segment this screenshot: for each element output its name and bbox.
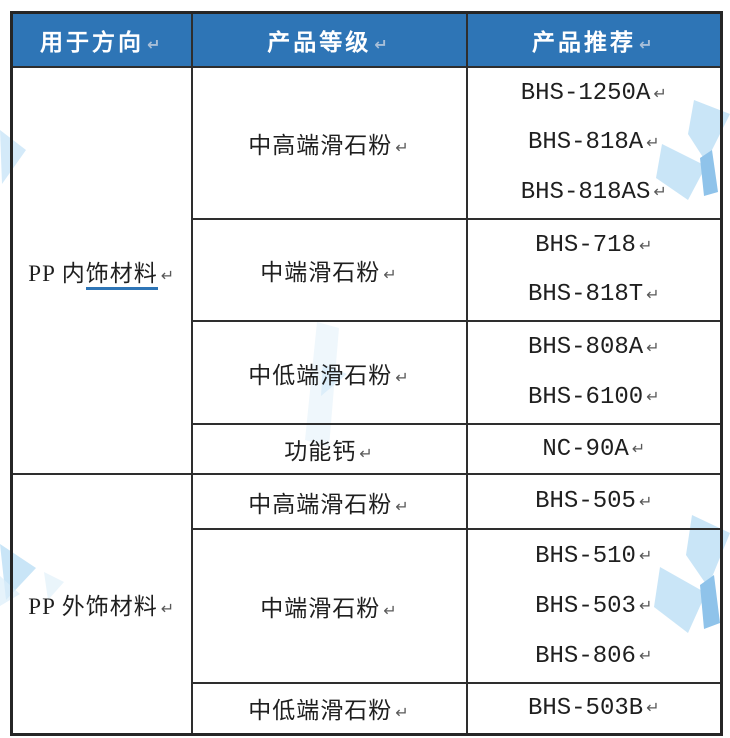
direction-cell-pp-interior: PP 内饰材料 ↵ [10,66,193,475]
product-code: BHS-6100 [527,383,644,411]
return-mark-icon: ↵ [383,265,398,284]
grade-cell: 功能钙 ↵ [190,423,468,475]
grade-label: 中低端滑石粉 [248,362,393,388]
products-cell: BHS-808A ↵ BHS-6100 ↵ [465,320,723,425]
product-line: BHS-6100 ↵ [528,384,660,411]
grade-label: 中端滑石粉 [260,596,381,621]
product-line: BHS-1250A ↵ [521,80,667,107]
return-mark-icon: ↵ [653,182,667,202]
product-line: BHS-818AS ↵ [521,179,667,206]
header-cell-direction: 用于方向 ↵ [10,11,193,68]
return-mark-icon: ↵ [646,132,660,152]
return-mark-icon: ↵ [646,284,660,304]
return-mark-icon: ↵ [653,83,667,103]
product-code: BHS-505 [535,488,636,515]
return-mark-icon: ↵ [646,698,660,718]
product-line: BHS-818T ↵ [528,281,660,308]
grade-label: 中低端滑石粉 [248,698,393,724]
return-mark-icon: ↵ [638,646,653,665]
return-mark-icon: ↵ [638,235,653,255]
return-mark-icon: ↵ [639,35,656,54]
grade-label: 中高端滑石粉 [248,491,393,517]
grade-label: 中端滑石粉 [260,260,381,285]
return-mark-icon: ↵ [646,387,660,407]
product-code: BHS-510 [535,542,636,570]
direction-label: PP 外饰材料 [28,593,158,619]
product-line: BHS-818A ↵ [528,129,660,156]
return-mark-icon: ↵ [383,601,398,620]
return-mark-icon: ↵ [638,596,653,615]
table-row: 中端滑石粉 ↵ BHS-718 ↵ BHS-818T ↵ [12,218,723,322]
return-mark-icon: ↵ [359,444,374,463]
return-mark-icon: ↵ [638,491,653,511]
product-code: BHS-503B [527,694,644,722]
direction-cell-pp-exterior: PP 外饰材料 ↵ [10,473,193,735]
grade-cell: 中低端滑石粉 ↵ [190,320,468,425]
products-cell: BHS-510 ↵ BHS-503 ↵ BHS-806 ↵ [465,528,723,684]
table-row: PP 内饰材料 ↵ 中高端滑石粉 ↵ BHS-1250A ↵ BHS-818A ↵ BH… [10,66,723,475]
header-row: 用于方向 ↵ 产品等级 ↵ 产品推荐 ↵ [10,11,723,68]
return-mark-icon: ↵ [160,265,176,285]
return-mark-icon: ↵ [395,138,410,157]
product-code: BHS-818A [527,129,644,157]
return-mark-icon: ↵ [395,367,410,387]
grade-cell: 中低端滑石粉 ↵ [190,682,468,735]
return-mark-icon: ↵ [395,496,410,516]
direction-label: PP 内 [28,260,86,286]
product-line: BHS-808A ↵ [528,334,660,361]
grade-cell: 中高端滑石粉 ↵ [190,66,468,220]
header-label: 产品等级 [267,30,372,55]
product-line: BHS-503 ↵ [535,593,652,620]
products-cell: BHS-503B ↵ [465,682,723,735]
header-label: 用于方向 [40,30,145,55]
table-row: 功能钙 ↵ NC-90A ↵ [12,423,723,475]
return-mark-icon: ↵ [147,35,164,54]
grade-cell: 中端滑石粉 ↵ [190,528,468,684]
product-code: BHS-808A [527,334,644,362]
table-row: PP 外饰材料 ↵ 中高端滑石粉 ↵ BHS-505 ↵ [10,473,723,735]
grade-cell: 中高端滑石粉 ↵ [190,473,468,530]
products-cell: BHS-718 ↵ BHS-818T ↵ [465,218,723,322]
direction-label-underlined: 饰材料 [85,260,158,290]
return-mark-icon: ↵ [646,337,660,357]
grade-cell: 中端滑石粉 ↵ [190,218,468,322]
product-code: NC-90A [542,435,629,463]
products-cell: BHS-1250A ↵ BHS-818A ↵ BHS-818AS ↵ [465,66,723,220]
product-line: BHS-505 ↵ [535,488,652,515]
product-line: NC-90A ↵ [542,436,645,463]
product-code: BHS-503 [535,592,636,620]
grade-label: 功能钙 [284,439,357,464]
product-line: BHS-806 ↵ [535,643,652,670]
product-recommendation-table: 用于方向 ↵ 产品等级 ↵ 产品推荐 ↵ PP 内饰材料 ↵ 中高端滑石粉 ↵ BHS-1… [10,11,723,736]
table-row: 中低端滑石粉 ↵ BHS-503B ↵ [12,682,723,735]
return-mark-icon: ↵ [374,35,391,54]
product-code: BHS-806 [535,642,636,670]
product-code: BHS-818T [527,281,644,308]
product-line: BHS-510 ↵ [535,543,652,570]
products-cell: NC-90A ↵ [465,423,723,475]
products-cell: BHS-505 ↵ [465,473,723,530]
product-line: BHS-718 ↵ [535,232,652,259]
return-mark-icon: ↵ [395,703,410,723]
return-mark-icon: ↵ [160,598,176,618]
product-line: BHS-503B ↵ [528,695,660,722]
header-cell-grade: 产品等级 ↵ [190,11,468,68]
grade-label: 中高端滑石粉 [248,133,393,158]
product-code: BHS-718 [535,232,636,259]
return-mark-icon: ↵ [638,546,653,565]
product-code: BHS-818AS [520,178,651,206]
header-cell-recommendation: 产品推荐 ↵ [465,11,723,68]
header-label: 产品推荐 [532,30,637,55]
table-row: 中端滑石粉 ↵ BHS-510 ↵ BHS-503 ↵ BHS-806 ↵ [12,528,723,684]
product-code: BHS-1250A [520,80,651,108]
return-mark-icon: ↵ [631,439,646,458]
